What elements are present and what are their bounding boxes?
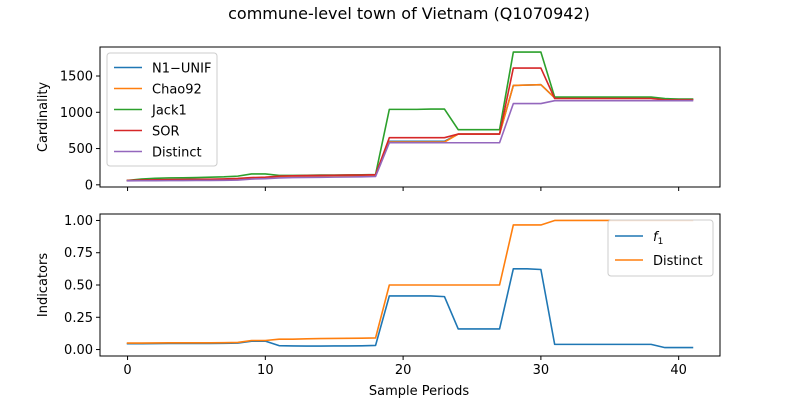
y-tick-label: 0.00 <box>64 343 93 358</box>
legend-label: SOR <box>152 125 180 140</box>
y-tick-label: 0.75 <box>64 246 93 261</box>
y-tick-label: 1500 <box>60 70 93 85</box>
x-tick-label: 0 <box>123 363 131 378</box>
legend-label: Distinct <box>653 254 703 269</box>
series-line-jack1 <box>126 51 694 182</box>
x-tick-label: 40 <box>670 363 687 378</box>
y-tick-label: 1.00 <box>64 214 93 229</box>
x-tick-label: 10 <box>257 363 274 378</box>
legend: f1 Distinct <box>607 219 714 277</box>
series-line-distinct <box>126 219 694 344</box>
y-axis-label: Indicators <box>36 253 51 317</box>
x-axis-label: Sample Periods <box>369 384 469 399</box>
series-line-sor <box>126 67 694 182</box>
legend: N1−UNIF Chao92 Jack1 SOR Distinct <box>106 52 218 167</box>
x-tick-label: 20 <box>395 363 412 378</box>
y-tick-label: 0.50 <box>64 279 93 294</box>
legend-label: Distinct <box>152 146 202 161</box>
y-tick-label: 0.25 <box>64 311 93 326</box>
legend-label: N1−UNIF <box>152 62 211 77</box>
legend-frame <box>607 219 714 277</box>
y-axis-label: Cardinality <box>36 82 51 153</box>
legend-frame <box>106 52 218 167</box>
legend-label: Jack1 <box>151 104 187 119</box>
y-tick-label: 500 <box>68 142 93 157</box>
y-tick-label: 0 <box>85 178 93 193</box>
indicators-panel: 0 10 20 30 40 0.00 0.25 0.50 0.75 1.00 Indicators S… <box>36 213 721 399</box>
series-line-distinct <box>126 99 694 182</box>
cardinality-panel: 0 500 1000 1500 Cardinality N1−UNIF Chao92 Jack… <box>36 46 721 193</box>
legend-label: Chao92 <box>152 83 202 98</box>
legend-label: f1 <box>653 230 663 247</box>
axes-frame <box>99 46 721 188</box>
figure-title: commune-level town of Vietnam (Q1070942) <box>228 4 590 23</box>
y-tick-label: 1000 <box>60 106 93 121</box>
series-line-f1 <box>126 268 694 349</box>
x-tick-label: 30 <box>533 363 550 378</box>
